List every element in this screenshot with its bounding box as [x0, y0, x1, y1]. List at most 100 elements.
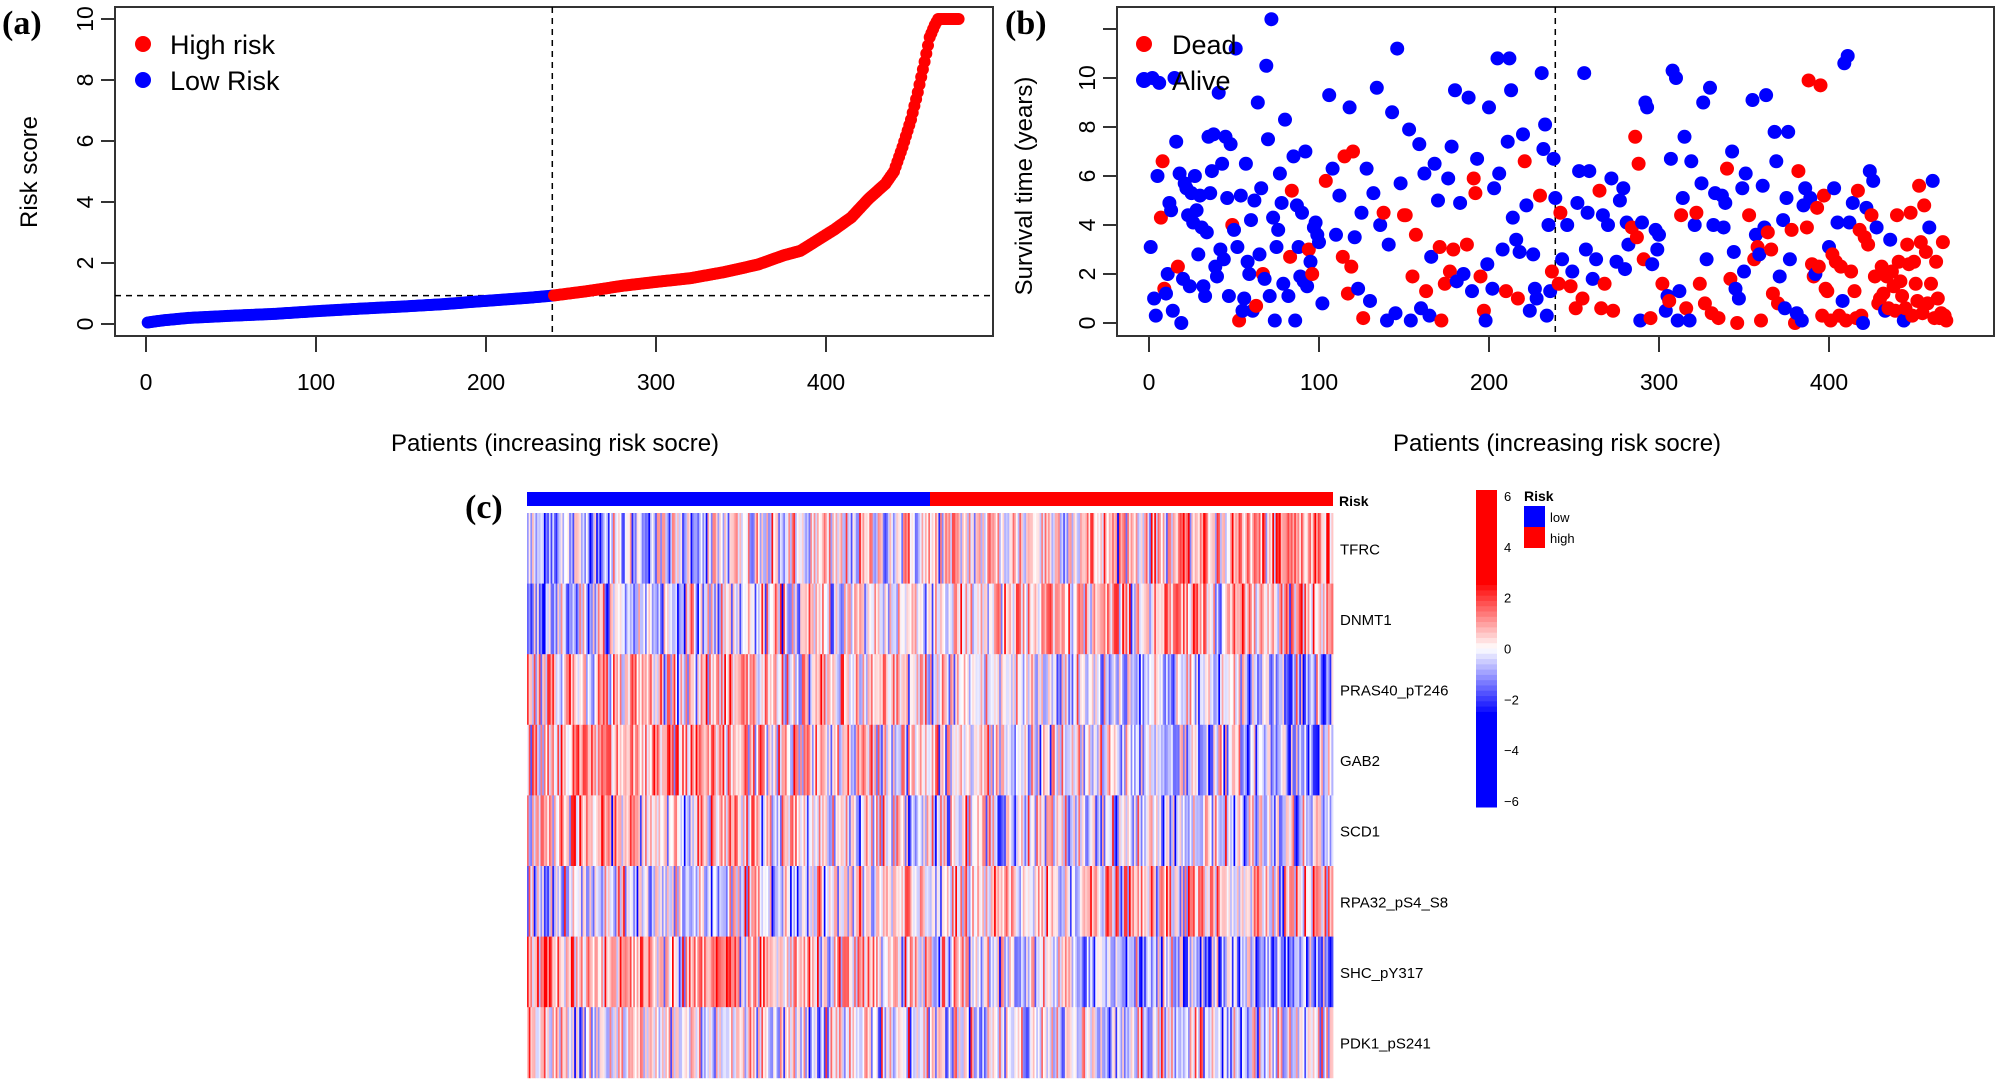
heatmap-cell — [688, 936, 691, 1008]
heatmap-cell — [806, 936, 809, 1008]
heatmap-cell — [808, 936, 811, 1008]
heatmap-cell — [859, 866, 862, 937]
heatmap-cell — [611, 654, 614, 726]
dead-point — [1876, 286, 1891, 301]
heatmap-cell — [864, 1007, 867, 1079]
heatmap-cell — [931, 795, 934, 867]
heatmap-cell — [982, 513, 985, 584]
heatmap-cell — [881, 654, 884, 726]
heatmap-cell — [682, 513, 685, 584]
heatmap-cell — [1312, 936, 1315, 1008]
heatmap-cell — [830, 1007, 833, 1079]
heatmap-cell — [641, 936, 644, 1008]
heatmap-cell — [705, 513, 708, 584]
heatmap-cell — [606, 654, 609, 726]
heatmap-cell — [1112, 795, 1115, 867]
heatmap-cell — [650, 795, 653, 867]
heatmap-cell — [810, 513, 813, 584]
heatmap-cell — [1049, 795, 1052, 867]
heatmap-cell — [1193, 866, 1196, 937]
heatmap-cell — [1258, 795, 1261, 867]
y-tick-label: 6 — [1074, 170, 1100, 183]
heatmap-cell — [1295, 513, 1298, 584]
heatmap-cell — [936, 654, 939, 726]
alive-point — [1570, 195, 1585, 210]
heatmap-cell — [796, 936, 799, 1008]
heatmap-cell — [604, 866, 607, 937]
heatmap-cell — [1257, 654, 1260, 726]
alive-point — [1191, 247, 1206, 262]
heatmap-cell — [570, 866, 573, 937]
heatmap-cell — [783, 1007, 786, 1079]
heatmap-cell — [638, 1007, 641, 1079]
heatmap-cell — [704, 936, 707, 1008]
heatmap-cell — [1091, 654, 1094, 726]
heatmap-cell — [1086, 654, 1089, 726]
heatmap-cell — [838, 724, 842, 796]
heatmap-cell — [1154, 1007, 1157, 1079]
colorbar-segment — [1476, 627, 1497, 634]
heatmap-cell — [899, 724, 902, 796]
heatmap-cell — [764, 583, 767, 655]
heatmap-cell — [813, 513, 816, 584]
heatmap-cell — [1240, 513, 1243, 584]
heatmap-cell — [962, 583, 965, 655]
heatmap-cell — [1144, 866, 1147, 937]
colorbar-segment — [1476, 706, 1497, 713]
heatmap-cell — [742, 866, 745, 937]
heatmap-cell — [666, 795, 670, 867]
heatmap-cell — [1240, 866, 1243, 937]
heatmap-cell — [542, 936, 545, 1008]
heatmap-cell — [1122, 866, 1125, 937]
heatmap-cell — [687, 936, 690, 1008]
heatmap-cell — [1010, 654, 1014, 726]
heatmap-cell — [1314, 866, 1317, 937]
heatmap-cell — [1289, 654, 1292, 726]
heatmap-cell — [530, 513, 533, 584]
heatmap-cell — [874, 513, 877, 584]
heatmap-cell — [1147, 795, 1150, 867]
heatmap-cell — [776, 795, 779, 867]
heatmap-cell — [1112, 866, 1115, 937]
heatmap-cell — [1304, 936, 1307, 1008]
heatmap-cell — [1150, 513, 1153, 584]
heatmap-cell — [1236, 654, 1239, 726]
heatmap-cell — [567, 936, 570, 1008]
heatmap-cell — [732, 795, 735, 867]
heatmap-cell — [779, 936, 783, 1008]
heatmap-cell — [855, 936, 858, 1008]
heatmap-cell — [1078, 795, 1081, 867]
heatmap-cell — [569, 795, 572, 867]
heatmap-cell — [579, 654, 582, 726]
heatmap-cell — [1034, 724, 1037, 796]
heatmap-cell — [602, 654, 605, 726]
heatmap-cell — [680, 513, 683, 584]
heatmap-cell — [1100, 513, 1103, 584]
heatmap-cell — [1027, 513, 1030, 584]
heatmap-cell — [844, 1007, 847, 1079]
heatmap-cell — [808, 513, 811, 584]
heatmap-row-label: RPA32_pS4_S8 — [1340, 894, 1448, 911]
heatmap-cell — [1306, 936, 1309, 1008]
heatmap-cell — [1268, 583, 1272, 655]
heatmap-cell — [1091, 936, 1094, 1008]
heatmap-cell — [707, 1007, 710, 1079]
heatmap-cell — [533, 654, 536, 726]
dead-point — [1692, 276, 1707, 291]
heatmap-cell — [870, 513, 874, 584]
heatmap-cell — [1238, 583, 1241, 655]
heatmap-cell — [1228, 936, 1231, 1008]
heatmap-cell — [761, 795, 764, 867]
heatmap-cell — [621, 654, 624, 726]
dead-point — [1283, 249, 1298, 264]
heatmap-cell — [1171, 724, 1174, 796]
heatmap-cell — [695, 1007, 698, 1079]
heatmap-cell — [1285, 866, 1288, 937]
heatmap-cell — [1299, 724, 1302, 796]
heatmap-cell — [850, 724, 853, 796]
heatmap-cell — [1231, 654, 1234, 726]
heatmap-cell — [810, 866, 813, 937]
heatmap-cell — [550, 583, 553, 655]
heatmap-cell — [542, 513, 545, 584]
heatmap-cell — [1098, 513, 1101, 584]
